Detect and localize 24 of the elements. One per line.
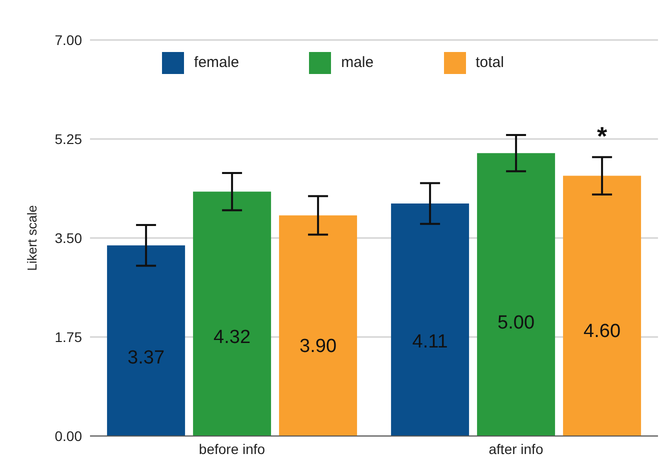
y-axis-title: Likert scale: [24, 205, 40, 271]
bar: [391, 203, 470, 436]
data-label: 4.11: [412, 332, 448, 353]
y-tick-label: 5.25: [54, 130, 82, 147]
data-label: 4.32: [214, 327, 251, 348]
x-tick-label: after info: [488, 440, 544, 457]
legend-label: total: [476, 54, 504, 71]
y-tick-label: 0.00: [54, 428, 82, 444]
bar: [279, 215, 358, 436]
data-label: 4.60: [584, 321, 621, 342]
legend-label: male: [341, 54, 374, 71]
bar: [107, 245, 186, 436]
annotation: *: [596, 121, 608, 152]
x-tick-label: before info: [198, 440, 266, 457]
data-label: 5.00: [498, 312, 535, 334]
data-label: 3.37: [128, 348, 165, 369]
legend-label: female: [194, 54, 240, 71]
y-tick-label: 7.00: [54, 32, 82, 48]
bar: [563, 176, 642, 436]
bar: [477, 153, 556, 436]
bar: [193, 192, 272, 436]
y-tick-label: 1.75: [54, 328, 82, 345]
data-label: 3.90: [300, 336, 337, 358]
y-tick-label: 3.50: [54, 230, 82, 246]
